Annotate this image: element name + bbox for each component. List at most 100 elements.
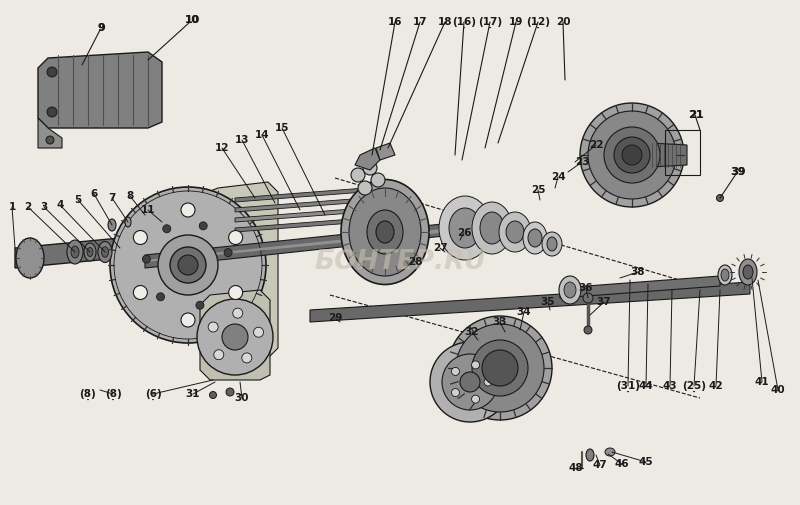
Ellipse shape xyxy=(499,212,531,252)
Circle shape xyxy=(471,361,479,369)
Circle shape xyxy=(254,327,263,337)
Ellipse shape xyxy=(125,217,131,227)
Ellipse shape xyxy=(564,282,576,298)
Circle shape xyxy=(134,230,147,244)
Text: 38: 38 xyxy=(630,267,646,277)
Polygon shape xyxy=(145,223,500,262)
Circle shape xyxy=(134,285,147,299)
Ellipse shape xyxy=(439,196,491,260)
Text: 24: 24 xyxy=(550,172,566,182)
Text: 23: 23 xyxy=(574,157,590,167)
Ellipse shape xyxy=(586,449,594,461)
Circle shape xyxy=(472,340,528,396)
Ellipse shape xyxy=(523,222,547,254)
Text: (6): (6) xyxy=(145,389,162,399)
Text: 21: 21 xyxy=(689,110,703,120)
Polygon shape xyxy=(38,52,162,128)
Circle shape xyxy=(242,353,252,363)
Polygon shape xyxy=(235,188,365,202)
Circle shape xyxy=(47,107,57,117)
Ellipse shape xyxy=(108,219,116,231)
Circle shape xyxy=(197,299,273,375)
Text: 9: 9 xyxy=(98,23,105,33)
Ellipse shape xyxy=(449,208,481,248)
Text: 36: 36 xyxy=(578,283,594,293)
Circle shape xyxy=(162,225,170,233)
Text: 15: 15 xyxy=(274,123,290,133)
Text: (31): (31) xyxy=(616,381,640,391)
Polygon shape xyxy=(38,118,62,148)
Circle shape xyxy=(181,313,195,327)
Polygon shape xyxy=(310,282,750,322)
Circle shape xyxy=(614,137,650,173)
Text: 10: 10 xyxy=(185,15,199,25)
Circle shape xyxy=(451,368,459,375)
Ellipse shape xyxy=(98,241,112,263)
Circle shape xyxy=(717,194,723,201)
Circle shape xyxy=(158,235,218,295)
Circle shape xyxy=(351,168,365,182)
Circle shape xyxy=(110,187,266,343)
Text: 27: 27 xyxy=(433,243,447,253)
Ellipse shape xyxy=(743,265,753,279)
Circle shape xyxy=(363,161,377,175)
Polygon shape xyxy=(200,290,270,380)
Ellipse shape xyxy=(506,221,524,243)
Text: 2: 2 xyxy=(24,202,32,212)
Circle shape xyxy=(471,395,479,403)
Ellipse shape xyxy=(528,229,542,247)
Circle shape xyxy=(622,145,642,165)
Circle shape xyxy=(142,255,150,263)
Polygon shape xyxy=(650,143,687,167)
Circle shape xyxy=(584,326,592,334)
Circle shape xyxy=(210,391,217,398)
Ellipse shape xyxy=(472,202,512,254)
Text: 14: 14 xyxy=(254,130,270,140)
Text: 37: 37 xyxy=(597,297,611,307)
Circle shape xyxy=(47,67,57,77)
Text: 46: 46 xyxy=(614,459,630,469)
Polygon shape xyxy=(145,218,500,268)
Ellipse shape xyxy=(363,196,371,204)
Circle shape xyxy=(157,293,165,301)
Text: 6: 6 xyxy=(90,189,98,199)
Text: 48: 48 xyxy=(569,463,583,473)
Text: 9: 9 xyxy=(97,23,105,33)
Circle shape xyxy=(229,230,242,244)
Text: 8: 8 xyxy=(126,191,134,201)
Text: 45: 45 xyxy=(638,457,654,467)
Text: 39: 39 xyxy=(731,167,745,177)
Circle shape xyxy=(224,248,232,257)
Text: 18: 18 xyxy=(438,17,452,27)
Circle shape xyxy=(214,349,224,360)
Text: 26: 26 xyxy=(457,228,471,238)
Circle shape xyxy=(448,316,552,420)
Text: 33: 33 xyxy=(493,317,507,327)
Circle shape xyxy=(604,127,660,183)
Circle shape xyxy=(196,301,204,309)
Text: 40: 40 xyxy=(770,385,786,395)
Ellipse shape xyxy=(87,247,93,257)
Text: БОНТЕР.RU: БОНТЕР.RU xyxy=(314,249,486,275)
Text: 29: 29 xyxy=(328,313,342,323)
Circle shape xyxy=(199,222,207,230)
Circle shape xyxy=(371,173,385,187)
Polygon shape xyxy=(15,238,120,268)
Ellipse shape xyxy=(605,448,615,456)
Ellipse shape xyxy=(363,186,371,194)
Text: 13: 13 xyxy=(234,135,250,145)
Text: 17: 17 xyxy=(413,17,427,27)
Text: 39: 39 xyxy=(730,167,746,177)
Text: (25): (25) xyxy=(682,381,706,391)
Ellipse shape xyxy=(718,265,732,285)
Text: 5: 5 xyxy=(74,195,82,205)
Circle shape xyxy=(442,354,498,410)
Text: 30: 30 xyxy=(234,393,250,403)
Polygon shape xyxy=(376,143,395,160)
Text: 35: 35 xyxy=(541,297,555,307)
Text: 16: 16 xyxy=(388,17,402,27)
Polygon shape xyxy=(355,148,380,170)
Text: 32: 32 xyxy=(465,327,479,337)
Ellipse shape xyxy=(363,216,371,224)
Text: 42: 42 xyxy=(709,381,723,391)
